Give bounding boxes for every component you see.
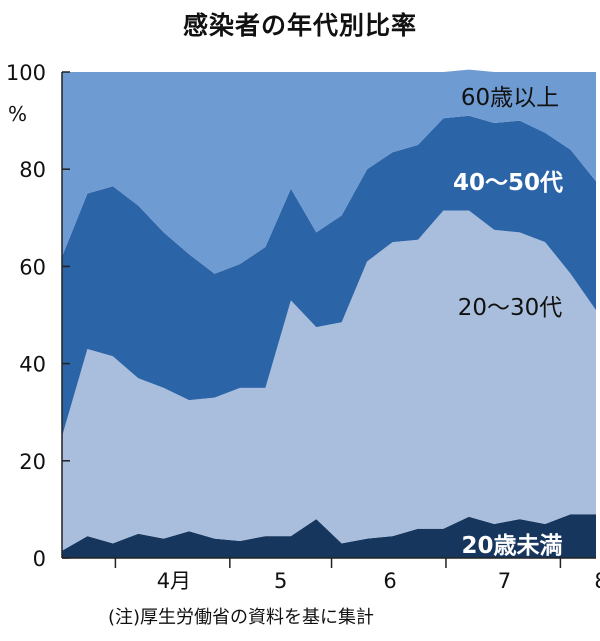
area-4 <box>62 69 596 274</box>
x-tick-label: 5 <box>274 569 287 593</box>
area-2 <box>62 210 596 551</box>
footnote: (注)厚生労働省の資料を基に集計 <box>108 607 375 628</box>
y-axis-unit: % <box>8 102 27 126</box>
series-label-4: 60歳以上 <box>461 85 559 111</box>
series-label-3: 40～50代 <box>453 170 563 196</box>
axes-layer: 0 20 40 60 80 100% 4月 5 6 7 8 <box>6 61 600 593</box>
x-tick-label: 7 <box>498 569 511 593</box>
x-tick-label: 6 <box>383 569 396 593</box>
x-tick-label: 4月 <box>157 569 191 593</box>
y-tick-label: 60 <box>19 255 46 279</box>
x-tick-label: 8 <box>594 569 600 593</box>
y-tick-label: 100 <box>6 61 46 85</box>
y-tick-label: 0 <box>33 547 46 571</box>
chart-title: 感染者の年代別比率 <box>182 11 417 40</box>
series-label-layer: 20歳未満 20～30代 40～50代 60歳以上 <box>453 85 563 559</box>
series-label-2: 20～30代 <box>458 295 563 321</box>
y-tick-label: 40 <box>19 353 46 377</box>
chart-svg: 0 20 40 60 80 100% 4月 5 6 7 8 20歳未満 20～30代 40～50代 60歳… <box>6 61 600 593</box>
area-3 <box>62 115 596 437</box>
y-tick-label: 20 <box>19 450 46 474</box>
y-tick-label: 80 <box>19 158 46 182</box>
series-label-1: 20歳未満 <box>461 533 562 559</box>
area-1 <box>62 514 596 558</box>
area-layer <box>62 69 596 558</box>
